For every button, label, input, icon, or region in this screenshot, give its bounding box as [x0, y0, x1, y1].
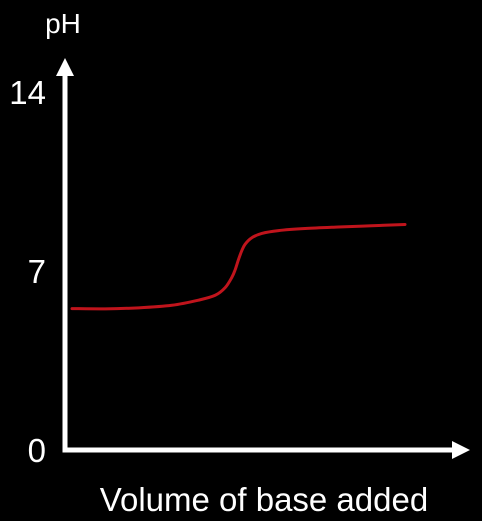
y-tick-label: 14 — [9, 74, 46, 111]
y-axis-arrowhead — [56, 58, 74, 76]
axes — [56, 58, 470, 459]
x-axis-label: Volume of base added — [100, 481, 428, 518]
y-ticks: 0 7 14 — [9, 74, 46, 469]
y-tick-label: 0 — [28, 432, 46, 469]
x-axis-arrowhead — [452, 441, 470, 459]
y-axis-label: pH — [45, 8, 81, 39]
ph-titration-curve — [70, 222, 407, 311]
y-tick-label: 7 — [28, 253, 46, 290]
series-group — [70, 222, 407, 311]
